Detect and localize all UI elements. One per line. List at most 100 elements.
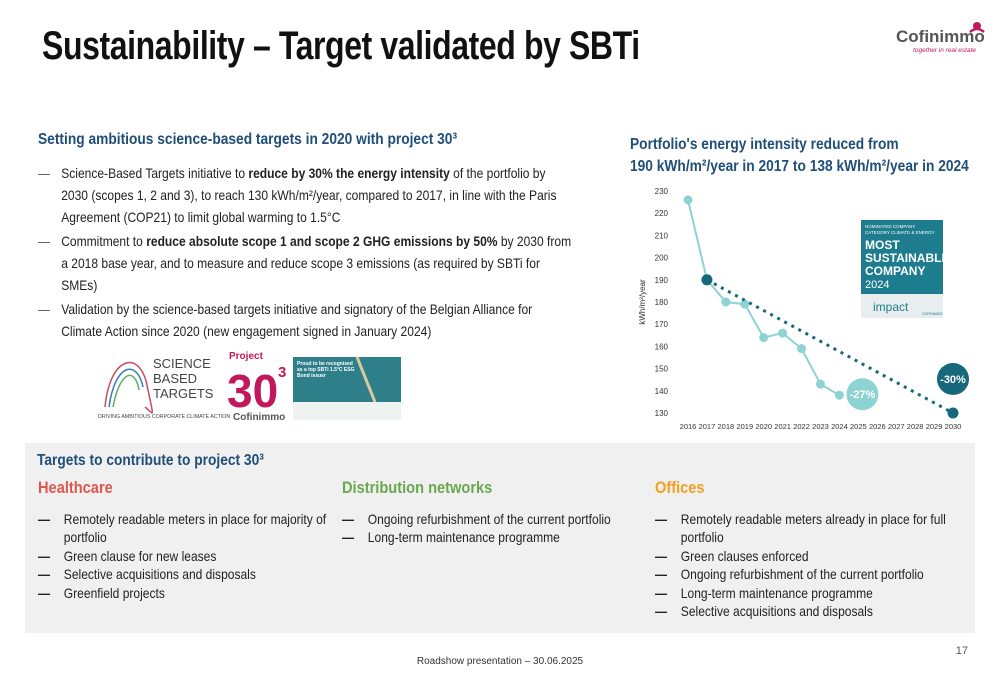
y-tick-label: 150 xyxy=(655,365,669,374)
logos: SCIENCE BASED TARGETS DRIVING AMBITIOUS … xyxy=(98,351,401,423)
x-tick-label: 2026 xyxy=(869,422,886,431)
badge-text: impact xyxy=(873,300,909,314)
target-item: Remotely readable meters already in plac… xyxy=(655,510,947,547)
data-point xyxy=(778,328,788,338)
target-item: Greenfield projects xyxy=(38,584,330,603)
data-point xyxy=(834,390,844,400)
column-title: Offices xyxy=(655,478,705,497)
chart-title-line: Portfolio's energy intensity reduced fro… xyxy=(630,136,899,153)
bullet-text: Commitment to xyxy=(61,233,147,249)
trend-line xyxy=(706,278,954,415)
project-label: Project xyxy=(229,351,264,362)
badge-text: MOST xyxy=(865,238,900,252)
y-tick-label: 230 xyxy=(655,187,669,196)
y-tick-label: 130 xyxy=(655,409,669,418)
target-item: Long-term maintenance programme xyxy=(655,584,947,603)
target-item: Ongoing refurbishment of the current por… xyxy=(342,510,634,529)
data-point xyxy=(683,195,693,205)
bullet-text: reduce absolute scope 1 and scope 2 GHG … xyxy=(146,233,498,249)
badge-text: COMPANY xyxy=(865,264,925,278)
annotation-badge xyxy=(846,378,879,411)
x-tick-label: 2022 xyxy=(793,422,810,431)
x-tick-label: 2024 xyxy=(831,422,848,431)
x-tick-label: 2029 xyxy=(926,422,943,431)
bond-banner: Proud to be recognised as a top SBTi 1.5… xyxy=(293,356,401,420)
y-tick-label: 220 xyxy=(655,209,669,218)
project-brand: Cofinimmo xyxy=(233,412,285,423)
section-heading: Setting ambitious science-based targets … xyxy=(38,131,458,148)
data-point xyxy=(721,297,731,307)
annotation: -30% xyxy=(940,374,966,386)
x-tick-label: 2017 xyxy=(699,422,716,431)
bullet-list: Science-Based Targets initiative to redu… xyxy=(38,162,571,344)
badge-text: 2024 xyxy=(865,279,889,291)
data-point xyxy=(816,379,825,389)
chart: kWh/m²/year 130 140 150 160 170 180 190 200 210 2… xyxy=(638,187,969,431)
badge-strip xyxy=(861,294,943,318)
target-item: Selective acquisitions and disposals xyxy=(655,602,947,621)
x-tick-label: 2021 xyxy=(774,422,791,431)
data-point xyxy=(701,274,713,286)
logo: Cofinimmo together in real estate xyxy=(896,22,985,54)
sbt-text: BASED xyxy=(153,371,197,386)
x-tick-label: 2016 xyxy=(680,422,697,431)
y-tick-label: 170 xyxy=(655,320,669,329)
bullet: Science-Based Targets initiative to redu… xyxy=(38,162,571,228)
x-tick-label: 2023 xyxy=(812,422,829,431)
data-point xyxy=(797,344,807,354)
project-sup: 3 xyxy=(278,364,286,381)
sbt-text: TARGETS xyxy=(153,386,214,401)
data-point xyxy=(947,407,959,419)
column-title: Healthcare xyxy=(38,478,113,497)
target-item: Green clauses enforced xyxy=(655,547,947,566)
chart-title: Portfolio's energy intensity reduced fro… xyxy=(630,134,969,178)
badge-text: COFINIMMO xyxy=(922,312,943,316)
target-item: Green clause for new leases xyxy=(38,547,330,566)
target-item: Remotely readable meters in place for ma… xyxy=(38,510,330,547)
x-tick-label: 2019 xyxy=(736,422,753,431)
annotation: -27% xyxy=(850,389,876,401)
x-tick-label: 2018 xyxy=(718,422,735,431)
target-column: Healthcare Remotely readable meters in pl… xyxy=(38,478,330,603)
data-point xyxy=(759,333,769,343)
bullet: Validation by the science-based targets … xyxy=(38,298,571,342)
x-tick-label: 2030 xyxy=(945,422,962,431)
y-tick-label: 180 xyxy=(655,298,669,307)
sbt-text: SCIENCE xyxy=(153,356,211,371)
badge-text: CATEGORY CLIMATE & ENERGY xyxy=(865,230,935,235)
data-line xyxy=(687,199,840,397)
footer: Roadshow presentation – 30.06.2025 xyxy=(416,656,584,667)
y-axis-label: kWh/m²/year xyxy=(638,279,647,325)
bullet-text: by 2030 from a 2018 base year, and to me… xyxy=(61,233,572,293)
x-tick-label: 2025 xyxy=(850,422,867,431)
target-item: Ongoing refurbishment of the current por… xyxy=(655,565,947,584)
x-tick-label: 2020 xyxy=(755,422,772,431)
logo-tagline: together in real estate xyxy=(913,47,976,54)
badge-text: NOMINATED COMPANY xyxy=(865,224,915,229)
target-column: Offices Remotely readable meters already … xyxy=(655,478,947,621)
x-tick-label: 2028 xyxy=(907,422,924,431)
column-title: Distribution networks xyxy=(342,478,493,497)
page-number: 17 xyxy=(955,645,968,657)
target-column: Distribution networks Ongoing refurbishme… xyxy=(342,478,634,547)
project-logo: Project 30 3 Cofinimmo xyxy=(227,351,286,423)
bullet-text: Science-Based Targets initiative to xyxy=(61,165,249,181)
bullet-text: of the portfolio by 2030 (scopes 1, 2 an… xyxy=(61,165,557,225)
sbt-tagline: DRIVING AMBITIOUS CORPORATE CLIMATE ACTI… xyxy=(98,414,230,420)
y-tick-label: 160 xyxy=(655,342,669,351)
bullet-text: reduce by 30% the energy intensity xyxy=(248,165,450,181)
y-tick-label: 210 xyxy=(655,231,669,240)
chart-title-line: 190 kWh/m²/year in 2017 to 138 kWh/m²/ye… xyxy=(630,158,969,175)
badge-text: SUSTAINABLE xyxy=(865,251,949,265)
data-point xyxy=(740,299,750,309)
y-tick-label: 140 xyxy=(655,387,669,396)
targets-heading: Targets to contribute to project 30³ xyxy=(37,452,264,469)
y-tick-label: 190 xyxy=(655,276,669,285)
target-item: Long-term maintenance programme xyxy=(342,528,634,547)
logo-mark xyxy=(969,27,985,33)
target-item: Selective acquisitions and disposals xyxy=(38,565,330,584)
slide-title: Sustainability – Target validated by SBT… xyxy=(42,24,640,68)
bullet-text: Validation by the science-based targets … xyxy=(61,301,533,339)
